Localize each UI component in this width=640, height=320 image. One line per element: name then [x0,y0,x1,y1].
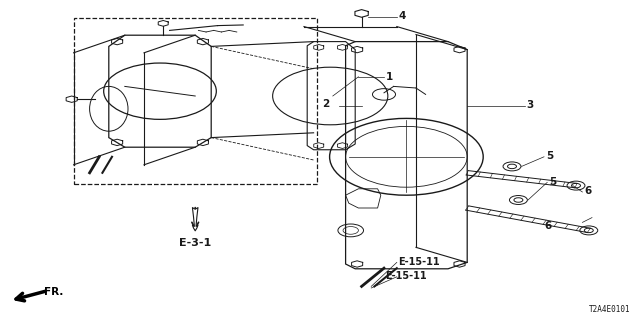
Text: FR.: FR. [44,287,63,297]
Text: 5: 5 [549,177,556,187]
Text: 2: 2 [323,99,330,109]
Text: E-15-11: E-15-11 [385,271,427,281]
Text: 1: 1 [386,72,393,82]
Text: 6: 6 [544,220,551,231]
Text: 3: 3 [527,100,534,110]
Text: E-15-11: E-15-11 [398,257,440,267]
Text: T2A4E0101: T2A4E0101 [589,305,630,314]
Text: 5: 5 [546,151,553,161]
Text: E-3-1: E-3-1 [179,238,211,248]
Text: 6: 6 [584,186,591,196]
Bar [74,18,317,184]
Text: 4: 4 [399,11,406,21]
